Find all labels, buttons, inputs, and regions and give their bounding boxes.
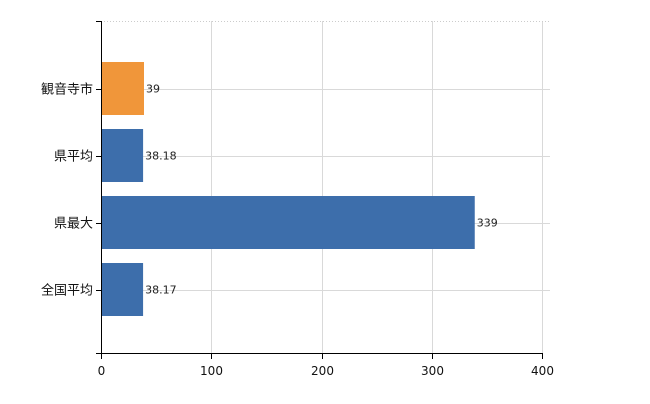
- bars: [102, 62, 475, 316]
- data-label-3: 339: [477, 217, 498, 230]
- bar-3: [102, 196, 475, 249]
- data-labels: 39 38.18 339 38.17: [145, 83, 498, 297]
- x-tick-label: 0: [98, 364, 106, 378]
- bar-1: [102, 62, 144, 115]
- x-tick-label: 100: [200, 364, 223, 378]
- category-label-3: 県最大: [54, 217, 93, 232]
- bar-2: [102, 129, 144, 182]
- category-label-4: 全国平均: [41, 283, 93, 299]
- data-label-4: 38.17: [145, 284, 177, 297]
- gridlines: [101, 21, 550, 353]
- category-label-2: 県平均: [54, 150, 93, 165]
- bar-4: [102, 263, 144, 316]
- data-label-1: 39: [146, 83, 160, 96]
- data-label-2: 38.18: [145, 150, 177, 163]
- x-tick-label: 300: [421, 364, 444, 378]
- x-tick-label: 400: [531, 364, 554, 378]
- x-tick-label: 200: [311, 364, 334, 378]
- category-label-1: 観音寺市: [41, 82, 93, 98]
